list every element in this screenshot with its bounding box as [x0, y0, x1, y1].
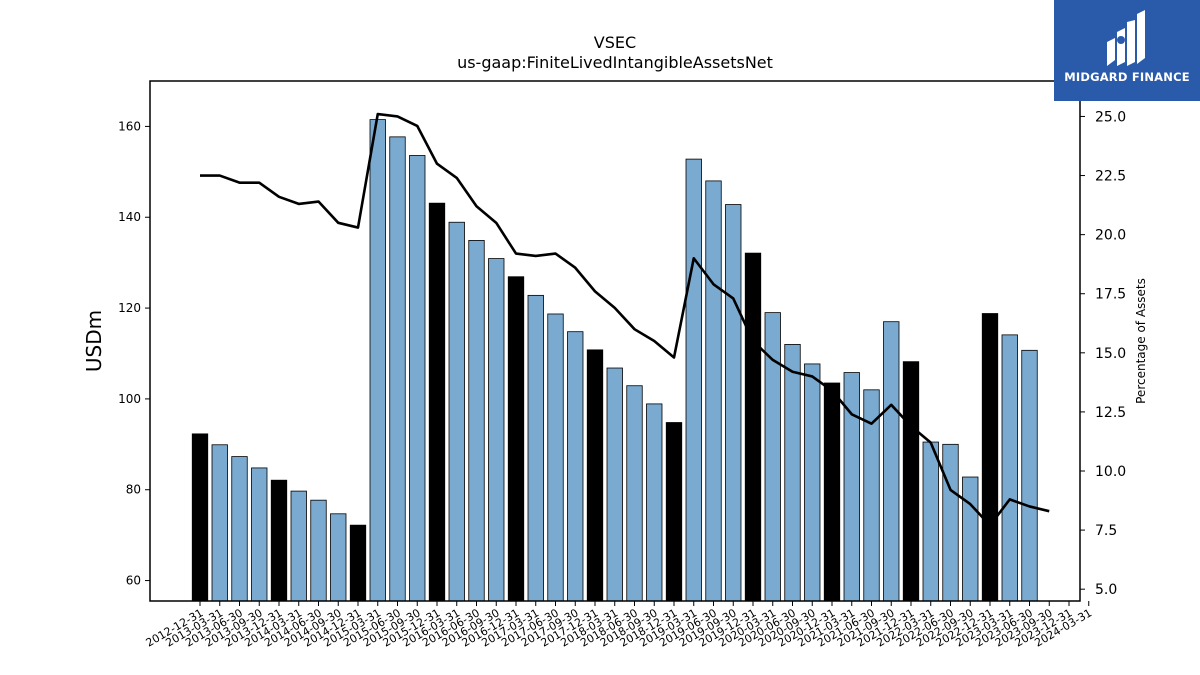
y2-tick-label: 10.0 — [1095, 464, 1126, 480]
bar-2016-09-30 — [488, 258, 505, 602]
bar-2018-12-31 — [665, 422, 683, 602]
y2-tick-label: 7.5 — [1095, 523, 1117, 539]
y2-tick-label: 22.5 — [1095, 169, 1126, 185]
bar-2021-12-31 — [902, 361, 920, 602]
chart-title: VSEC — [594, 33, 636, 52]
y-tick-label: 120 — [118, 301, 141, 315]
bar-2017-12-31 — [586, 349, 604, 602]
bar-2018-03-31 — [606, 367, 623, 602]
bar-2017-09-30 — [567, 331, 584, 602]
logo-text: MIDGARD FINANCE — [1064, 70, 1190, 84]
bar-2015-12-31 — [428, 202, 446, 602]
bar-2016-03-31 — [448, 221, 465, 602]
bar-2021-09-30 — [883, 321, 900, 602]
bar-2023-03-31 — [1001, 334, 1018, 602]
y-axis-label: USDm — [82, 310, 106, 372]
y2-axis-label: Percentage of Assets — [1134, 278, 1148, 404]
bar-2012-12-31 — [191, 433, 209, 602]
bar-2020-09-30 — [804, 363, 821, 602]
bar-2015-06-30 — [389, 136, 406, 602]
brand-logo: MIDGARD FINANCE — [1054, 0, 1200, 101]
bar-2020-12-31 — [823, 382, 841, 602]
y-tick-label: 60 — [126, 574, 141, 588]
bar-2016-12-31 — [507, 276, 525, 602]
bar-2017-03-31 — [527, 294, 544, 602]
bar-2014-06-30 — [310, 499, 327, 602]
percentage-line — [200, 112, 1050, 527]
bar-2018-09-30 — [646, 403, 663, 602]
bar-2014-09-30 — [330, 513, 347, 602]
bar-2019-03-31 — [685, 158, 702, 602]
chart-subtitle: us-gaap:FiniteLivedIntangibleAssetsNet — [457, 53, 773, 72]
bar-2015-09-30 — [409, 155, 426, 602]
y-tick-label: 80 — [126, 483, 141, 497]
bar-2019-12-31 — [744, 252, 762, 602]
bar-2022-12-31 — [981, 313, 999, 602]
y2-tick-label: 15.0 — [1095, 346, 1126, 362]
bar-2015-03-31 — [369, 119, 386, 602]
y-tick-label: 140 — [118, 210, 141, 224]
bar-2019-06-30 — [705, 180, 722, 602]
bar-2017-06-30 — [547, 313, 564, 602]
y-tick-label: 160 — [118, 119, 141, 133]
bar-2013-09-30 — [251, 467, 268, 602]
bar-2022-09-30 — [962, 476, 979, 602]
y-tick-label: 100 — [118, 392, 141, 406]
bar-2022-06-30 — [942, 443, 959, 602]
axes-layer: 60 80 100 120 140 160 5.0 7.5 10.0 12.5 15.0 17.5 20… — [118, 80, 1126, 650]
bar-2013-06-30 — [231, 456, 248, 602]
y2-tick-label: 25.0 — [1095, 109, 1126, 125]
bar-2019-09-30 — [725, 204, 742, 602]
line-layer — [200, 112, 1050, 527]
bar-2014-12-31 — [349, 524, 367, 602]
bar-2016-06-30 — [468, 240, 485, 602]
bar-2013-12-31 — [270, 479, 288, 602]
bar-2018-06-30 — [626, 385, 643, 602]
bars-layer — [191, 119, 1038, 602]
y2-tick-label: 5.0 — [1095, 582, 1117, 598]
y2-tick-label: 12.5 — [1095, 405, 1126, 421]
y2-tick-label: 17.5 — [1095, 287, 1126, 303]
bar-2014-03-31 — [290, 490, 307, 602]
logo-mark-icon — [1107, 10, 1145, 66]
bar-2013-03-31 — [211, 444, 228, 602]
bar-2022-03-31 — [922, 441, 939, 602]
bar-2020-06-30 — [784, 344, 801, 602]
bar-2023-06-30 — [1021, 349, 1038, 602]
y2-tick-label: 20.0 — [1095, 228, 1126, 244]
